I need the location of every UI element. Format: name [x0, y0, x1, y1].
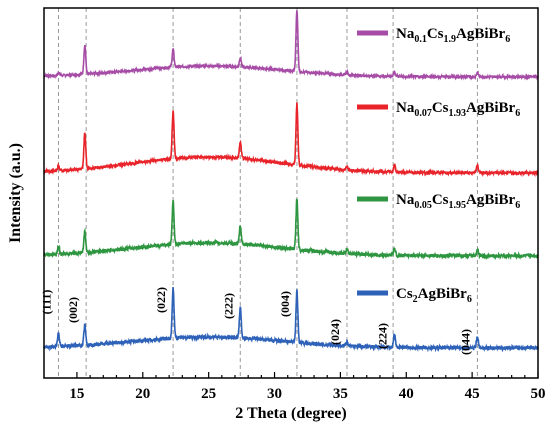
legend-entry-2: Na0.05Cs1.95AgBiBr6 [357, 192, 520, 211]
x-tick-label: 20 [135, 386, 150, 402]
legend-entry-3: Cs2AgBiBr6 [357, 286, 472, 305]
reference-lines [57, 8, 478, 378]
legend: Na0.1Cs1.9AgBiBr6 Na0.07Cs1.93AgBiBr6 Na0.… [357, 26, 520, 305]
series-line-0 [43, 10, 539, 81]
peak-label-1: (002) [66, 297, 80, 323]
series-layer [43, 10, 539, 353]
x-tick-label: 15 [69, 386, 84, 402]
x-axis: 15 20 25 30 35 40 45 50 [69, 372, 546, 402]
legend-label: Cs2AgBiBr6 [396, 286, 472, 305]
peak-label-7: (044) [458, 329, 472, 355]
y-axis-title: Intensity (a.u.) [7, 143, 24, 243]
legend-label: Na0.1Cs1.9AgBiBr6 [396, 26, 510, 45]
x-tick-label: 35 [333, 386, 348, 402]
x-axis-title: 2 Theta (degree) [235, 405, 346, 422]
x-tick-label: 45 [465, 386, 480, 402]
peak-label-0: (111) [40, 290, 54, 315]
x-tick-label: 30 [267, 386, 282, 402]
peak-labels: (111) (002) (022) (222) (004) (024) (224) (044) [40, 287, 473, 355]
series-line-3 [43, 286, 539, 353]
peak-label-5: (024) [328, 319, 342, 345]
series-line-2 [43, 198, 539, 261]
legend-label: Na0.07Cs1.93AgBiBr6 [396, 100, 520, 119]
legend-label: Na0.05Cs1.95AgBiBr6 [396, 192, 520, 211]
peak-label-6: (224) [375, 323, 389, 349]
peak-label-3: (222) [221, 293, 235, 319]
x-tick-label: 25 [201, 386, 216, 402]
plot-frame [43, 7, 539, 379]
peak-label-2: (022) [154, 287, 168, 313]
x-tick-label: 50 [531, 386, 546, 402]
peak-label-4: (004) [278, 291, 292, 317]
legend-entry-1: Na0.07Cs1.93AgBiBr6 [357, 100, 520, 119]
x-tick-label: 40 [399, 386, 414, 402]
series-line-1 [43, 102, 539, 178]
legend-entry-0: Na0.1Cs1.9AgBiBr6 [357, 26, 510, 45]
